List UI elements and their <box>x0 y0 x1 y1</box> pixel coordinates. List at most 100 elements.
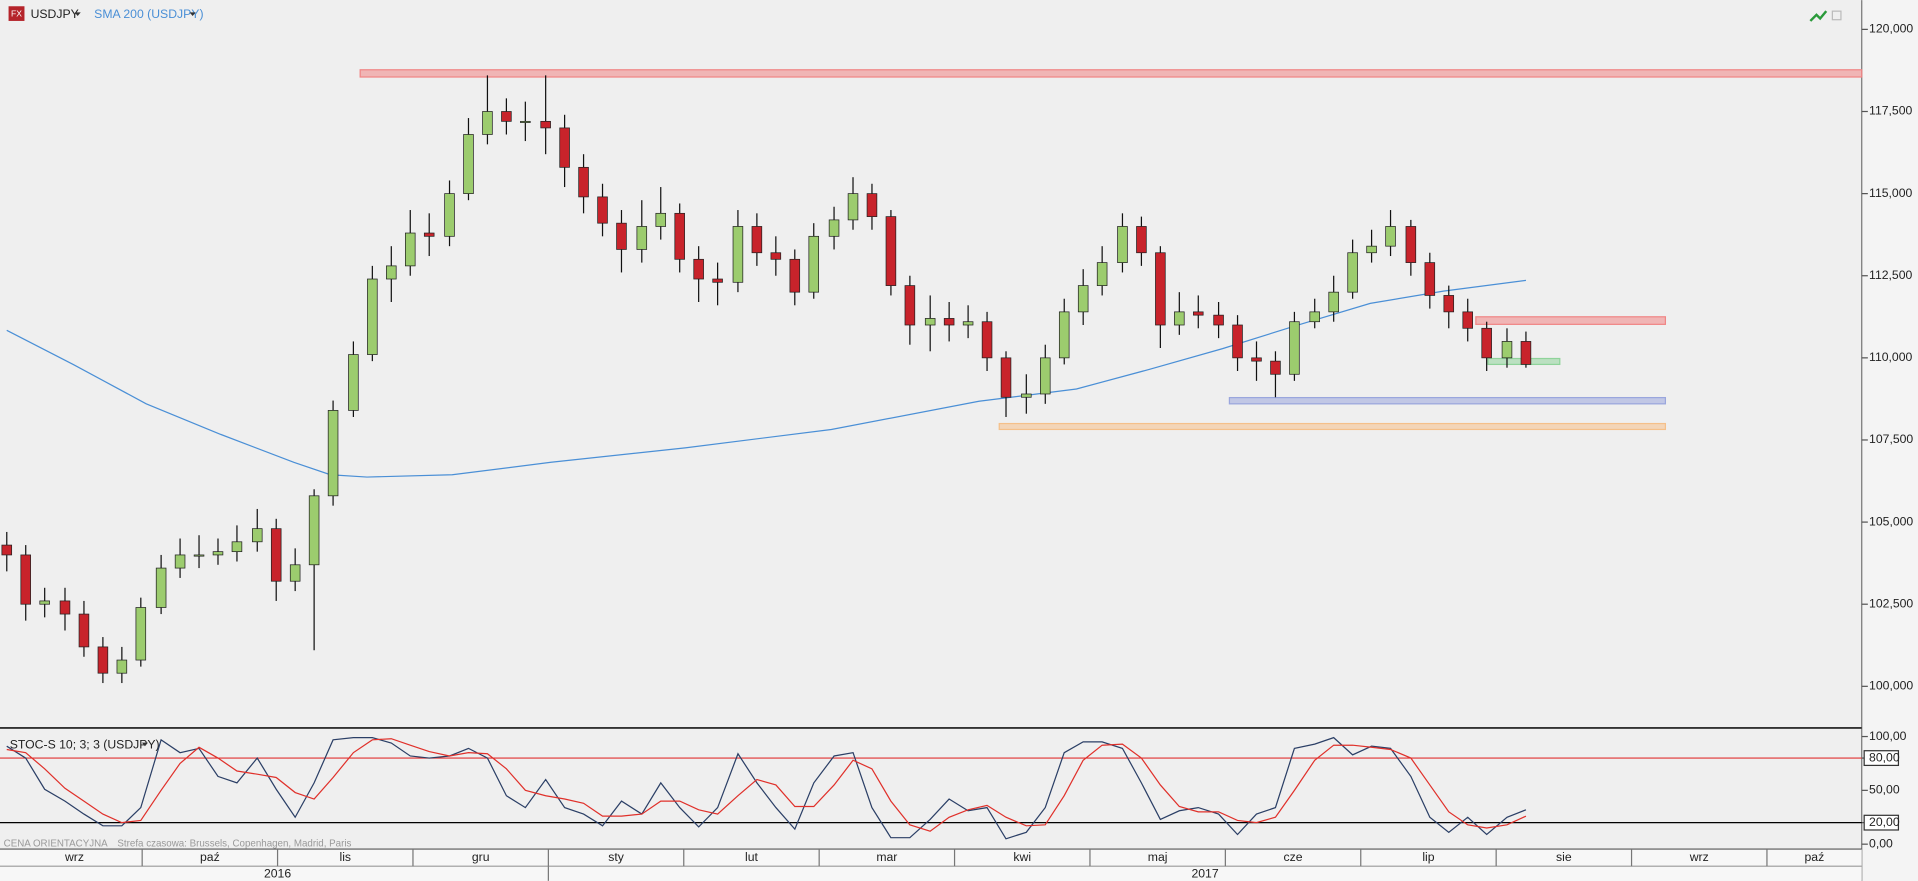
candle-body <box>1077 285 1089 313</box>
y-tick-label: 102,500 <box>1869 596 1913 610</box>
candle-body <box>1251 357 1262 362</box>
footer-note: CENA ORIENTACYJNA <box>4 839 108 850</box>
dropdown-arrow[interactable] <box>189 12 196 17</box>
x-tick-label: paź <box>1804 850 1824 864</box>
indicator-title[interactable]: STOC-S 10; 3; 3 (USDJPY) <box>10 737 160 751</box>
candle-body <box>1347 252 1358 293</box>
candle-body <box>348 354 359 411</box>
candle-body <box>20 554 31 605</box>
candle-body <box>1136 226 1147 254</box>
candle-body <box>520 120 531 123</box>
timezone-note: Strefa czasowa: Brussels, Copenhagen, Ma… <box>117 839 351 850</box>
period-label: 2017 <box>1191 866 1218 880</box>
tick-label-box <box>1863 750 1900 767</box>
candle-body <box>1000 357 1012 398</box>
y-tick-label: 100,00 <box>1869 729 1907 743</box>
candle-body <box>212 551 224 556</box>
candle-body <box>1385 226 1396 247</box>
instrument-title[interactable]: USDJPY <box>31 7 79 21</box>
price-zone <box>359 69 1863 78</box>
y-tick-label: 120,000 <box>1869 22 1913 36</box>
badge-text: FX <box>11 8 22 18</box>
candle-body <box>904 285 916 326</box>
candle-body <box>59 600 71 615</box>
candle-body <box>289 564 301 582</box>
tick-label-box <box>1863 814 1900 831</box>
x-tick-label: cze <box>1284 850 1303 864</box>
candle-body <box>501 111 512 122</box>
candle-body <box>847 193 859 221</box>
candle-body <box>367 278 378 355</box>
candle-body <box>1309 311 1320 323</box>
candle-body <box>1443 295 1455 313</box>
price-axis-panel <box>1861 0 1918 881</box>
candle-body <box>981 321 993 359</box>
x-tick-label: wrz <box>64 850 84 864</box>
x-tick-label: lip <box>1422 850 1434 864</box>
candle-body <box>693 258 704 280</box>
y-tick-label: 50,00 <box>1869 783 1900 797</box>
candle-body <box>866 193 878 217</box>
candle-body <box>712 278 723 283</box>
candle-body <box>597 196 608 224</box>
trend-icon[interactable] <box>1809 10 1828 22</box>
candle-body <box>1040 357 1051 395</box>
price-zone <box>1475 316 1667 325</box>
candle-body <box>193 554 205 557</box>
candle-body <box>78 613 90 648</box>
y-tick-label: 0,00 <box>1869 836 1893 850</box>
y-tick-label: 20,00 <box>1869 815 1900 829</box>
x-tick-label: maj <box>1148 850 1168 864</box>
x-tick-label: paź <box>200 850 220 864</box>
candle-body <box>327 410 339 497</box>
candle-body <box>270 528 282 582</box>
candle-body <box>924 318 936 326</box>
x-tick-label: lut <box>745 850 759 864</box>
time-axis-panel <box>0 849 1862 881</box>
candle-body <box>463 134 474 194</box>
candle-body <box>789 258 801 293</box>
y-tick-label: 105,000 <box>1869 514 1913 528</box>
candle-body <box>1462 311 1473 329</box>
candle-body <box>1193 311 1204 316</box>
oscillator-line <box>6 736 1527 840</box>
overlay-label[interactable]: SMA 200 (USDJPY) <box>94 7 203 21</box>
candle-body <box>828 219 840 237</box>
x-tick-label: kwi <box>1013 850 1031 864</box>
candle-body <box>1501 341 1513 359</box>
y-tick-label: 115,000 <box>1869 186 1912 200</box>
candle-body <box>39 600 50 605</box>
candle-body <box>1328 291 1339 313</box>
candle-body <box>1481 327 1492 359</box>
candle-body <box>1520 341 1532 365</box>
x-tick-label: mar <box>876 850 897 864</box>
candle-body <box>1270 360 1281 375</box>
candle-body <box>308 495 320 566</box>
dropdown-arrow[interactable] <box>74 12 81 17</box>
candle-body <box>1366 245 1377 254</box>
source-badge <box>8 6 25 21</box>
dropdown-arrow[interactable] <box>141 742 149 747</box>
price-zone <box>998 422 1667 431</box>
candle-body <box>1174 311 1185 326</box>
y-tick-label: 112,500 <box>1869 268 1912 282</box>
candle-body <box>770 252 782 260</box>
candle-body <box>655 212 667 227</box>
candle-body <box>97 646 109 674</box>
candle-body <box>482 111 493 135</box>
oscillator-line <box>6 738 1527 832</box>
candle-body <box>674 212 685 260</box>
x-tick-label: sty <box>608 850 625 864</box>
x-tick-label: gru <box>472 850 490 864</box>
candle-body <box>1058 311 1070 359</box>
x-tick-label: lis <box>339 850 351 864</box>
candle-body <box>1289 321 1300 375</box>
price-zone <box>1228 396 1667 405</box>
candle-body <box>1405 226 1417 263</box>
candle-body <box>231 541 243 553</box>
window-icon[interactable] <box>1831 10 1842 21</box>
candle-body <box>1117 226 1128 263</box>
candle-body <box>1213 314 1224 326</box>
